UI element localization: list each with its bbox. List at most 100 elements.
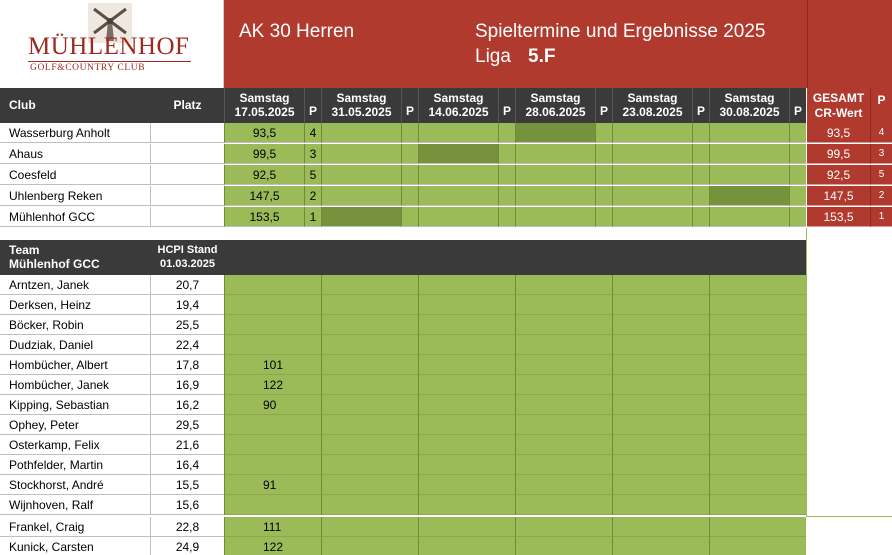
club-score-cell[interactable] [321, 165, 401, 185]
club-score-cell[interactable] [515, 144, 595, 164]
player-score-cell[interactable] [224, 335, 321, 355]
club-score-cell[interactable] [515, 186, 595, 206]
player-score-cell[interactable] [709, 295, 806, 315]
player-score-cell[interactable] [418, 495, 515, 515]
player-score-cell[interactable] [418, 375, 515, 395]
club-score-cell[interactable]: 93,5 [224, 123, 304, 143]
player-score-cell[interactable] [515, 295, 612, 315]
player-score-cell[interactable] [612, 475, 709, 495]
player-row[interactable]: Stockhorst, André 15,5 91 [0, 475, 807, 495]
player-score-cell[interactable] [418, 275, 515, 295]
player-score-cell[interactable] [321, 495, 418, 515]
club-p-cell[interactable]: 3 [304, 144, 321, 164]
club-p-cell[interactable] [595, 207, 612, 227]
club-p-cell[interactable] [401, 144, 418, 164]
club-score-cell[interactable] [515, 207, 595, 227]
player-score-cell[interactable] [321, 355, 418, 375]
club-p-cell[interactable]: 5 [304, 165, 321, 185]
player-score-cell[interactable] [224, 295, 321, 315]
player-score-cell[interactable] [515, 495, 612, 515]
player-score-cell[interactable] [515, 475, 612, 495]
club-p-cell[interactable] [692, 165, 709, 185]
player-score-cell[interactable] [515, 275, 612, 295]
club-score-cell[interactable] [709, 207, 789, 227]
club-score-cell[interactable] [418, 186, 498, 206]
club-score-cell[interactable] [709, 144, 789, 164]
club-p-cell[interactable] [498, 165, 515, 185]
player-score-cell[interactable] [321, 395, 418, 415]
club-row[interactable]: Mühlenhof GCC 153,5 1 153,5 1 [0, 207, 892, 228]
club-score-cell[interactable] [612, 123, 692, 143]
club-score-cell[interactable] [418, 207, 498, 227]
player-score-cell[interactable] [321, 315, 418, 335]
player-score-cell[interactable] [612, 517, 709, 537]
player-score-cell[interactable] [418, 435, 515, 455]
club-p-cell[interactable]: 1 [304, 207, 321, 227]
player-score-cell[interactable] [418, 315, 515, 335]
club-row[interactable]: Coesfeld 92,5 5 92,5 5 [0, 165, 892, 186]
club-p-cell[interactable]: 4 [304, 123, 321, 143]
player-score-cell[interactable] [418, 395, 515, 415]
club-score-cell[interactable] [321, 186, 401, 206]
club-p-cell[interactable] [789, 123, 806, 143]
player-score-cell[interactable] [321, 537, 418, 555]
player-score-cell[interactable] [224, 495, 321, 515]
player-score-cell[interactable] [515, 335, 612, 355]
club-p-cell[interactable] [692, 123, 709, 143]
player-row[interactable]: Pothfelder, Martin 16,4 [0, 455, 807, 475]
player-score-cell[interactable] [709, 495, 806, 515]
player-score-cell[interactable]: 90 [224, 395, 321, 415]
player-score-cell[interactable] [612, 275, 709, 295]
player-score-cell[interactable] [321, 475, 418, 495]
player-score-cell[interactable] [709, 537, 806, 555]
player-score-cell[interactable] [418, 415, 515, 435]
player-score-cell[interactable] [709, 415, 806, 435]
player-score-cell[interactable] [612, 435, 709, 455]
club-score-cell[interactable]: 153,5 [224, 207, 304, 227]
player-score-cell[interactable] [515, 517, 612, 537]
club-p-cell[interactable] [595, 165, 612, 185]
player-score-cell[interactable] [418, 295, 515, 315]
club-score-cell[interactable]: 92,5 [224, 165, 304, 185]
player-row[interactable]: Osterkamp, Felix 21,6 [0, 435, 807, 455]
player-score-cell[interactable] [224, 435, 321, 455]
club-score-cell[interactable] [418, 144, 498, 164]
player-score-cell[interactable] [709, 355, 806, 375]
player-score-cell[interactable] [612, 355, 709, 375]
player-score-cell[interactable] [418, 517, 515, 537]
player-score-cell[interactable] [612, 495, 709, 515]
club-p-cell[interactable] [498, 144, 515, 164]
player-row[interactable]: Wijnhoven, Ralf 15,6 [0, 495, 807, 515]
club-score-cell[interactable] [612, 207, 692, 227]
player-score-cell[interactable] [224, 455, 321, 475]
club-score-cell[interactable] [709, 186, 789, 206]
player-score-cell[interactable] [612, 335, 709, 355]
club-row[interactable]: Uhlenberg Reken 147,5 2 147,5 2 [0, 186, 892, 207]
club-score-cell[interactable] [418, 165, 498, 185]
club-p-cell[interactable] [498, 123, 515, 143]
club-score-cell[interactable]: 147,5 [224, 186, 304, 206]
player-score-cell[interactable] [321, 295, 418, 315]
player-score-cell[interactable] [321, 375, 418, 395]
player-score-cell[interactable] [321, 455, 418, 475]
player-score-cell[interactable] [418, 475, 515, 495]
player-score-cell[interactable] [709, 375, 806, 395]
player-score-cell[interactable] [709, 335, 806, 355]
club-p-cell[interactable] [498, 207, 515, 227]
club-score-cell[interactable] [709, 165, 789, 185]
player-score-cell[interactable] [612, 315, 709, 335]
club-p-cell[interactable] [595, 144, 612, 164]
player-row[interactable]: Hombücher, Albert 17,8 101 [0, 355, 807, 375]
player-row[interactable]: Arntzen, Janek 20,7 [0, 275, 807, 295]
club-score-cell[interactable] [612, 186, 692, 206]
club-p-cell[interactable] [692, 186, 709, 206]
club-p-cell[interactable] [595, 123, 612, 143]
club-p-cell[interactable] [401, 207, 418, 227]
player-row[interactable]: Kunick, Carsten 24,9 122 [0, 537, 807, 555]
club-p-cell[interactable] [692, 207, 709, 227]
club-score-cell[interactable] [515, 123, 595, 143]
player-score-cell[interactable] [709, 455, 806, 475]
player-score-cell[interactable] [418, 537, 515, 555]
club-score-cell[interactable] [612, 144, 692, 164]
club-score-cell[interactable] [418, 123, 498, 143]
